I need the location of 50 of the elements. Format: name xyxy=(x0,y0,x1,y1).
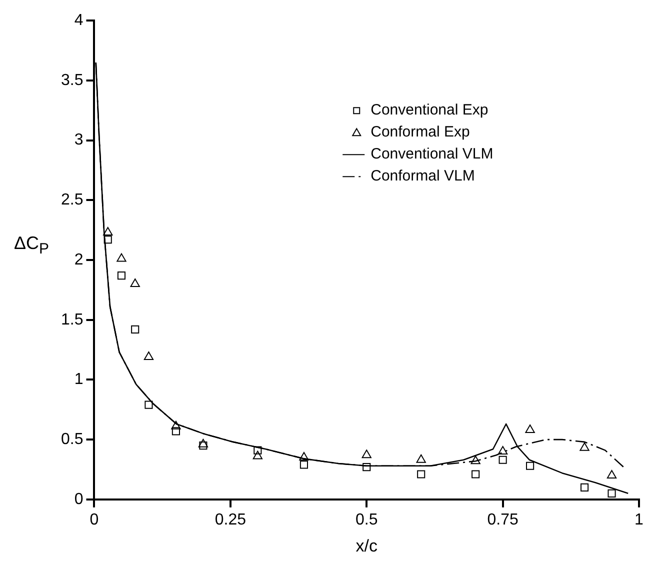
point xyxy=(117,272,126,280)
point xyxy=(131,325,140,334)
x-tick-label: 0.5 xyxy=(355,511,378,528)
point xyxy=(199,442,208,450)
legend-label: Conformal Exp xyxy=(370,124,470,141)
y-tick-label: 0 xyxy=(74,490,84,508)
y-tick-label: 2 xyxy=(74,251,84,268)
y-tick-label: 3.5 xyxy=(60,72,84,89)
point xyxy=(580,442,590,451)
point xyxy=(498,456,507,464)
point xyxy=(300,460,308,469)
legend-label: Conventional Exp xyxy=(370,102,488,119)
point xyxy=(606,470,617,478)
point xyxy=(171,420,181,430)
point xyxy=(144,351,154,360)
x-tick-label: 0 xyxy=(90,511,99,528)
point xyxy=(580,483,589,492)
x-tick-label: 1 xyxy=(634,511,644,528)
y-tick-label: 4 xyxy=(74,12,84,30)
point xyxy=(103,226,113,236)
point xyxy=(498,446,508,455)
legend-label: Conventional VLM xyxy=(370,146,494,163)
y-tick-label: 2.5 xyxy=(60,192,84,209)
point xyxy=(254,446,262,454)
point xyxy=(130,278,140,287)
point xyxy=(362,463,371,472)
y-tick-label: 1 xyxy=(74,371,84,388)
point xyxy=(252,450,262,460)
x-tick-label: 0.75 xyxy=(487,511,518,528)
point xyxy=(472,470,480,478)
x-axis-title: x/c xyxy=(356,536,378,556)
point xyxy=(416,454,426,463)
y-tick-label: 0.5 xyxy=(60,430,84,448)
point xyxy=(299,452,309,461)
point xyxy=(470,456,480,464)
point xyxy=(525,424,535,433)
point xyxy=(144,400,153,409)
legend-label: Conformal VLM xyxy=(370,168,475,185)
point xyxy=(116,253,126,262)
y-axis-title: ΔC$_{P}$ xyxy=(14,233,50,258)
point xyxy=(198,438,208,448)
point xyxy=(104,236,112,244)
x-tick-label: 0.25 xyxy=(214,511,246,528)
point xyxy=(417,470,426,478)
y-tick-label: 1.5 xyxy=(60,311,84,328)
point xyxy=(608,489,616,498)
point xyxy=(362,450,372,458)
point xyxy=(172,427,180,436)
point xyxy=(526,462,534,470)
y-tick-label: 3 xyxy=(74,132,84,149)
